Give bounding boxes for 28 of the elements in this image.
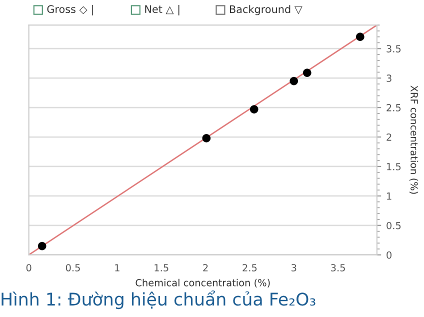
y-tick-label: 2.5 — [386, 104, 401, 112]
text: Background ▽ — [230, 5, 302, 16]
y-tick-label: 2 — [386, 133, 392, 141]
y-tick-label: 0.5 — [386, 222, 401, 230]
y-axis-title: XRF concentration (%) — [409, 86, 418, 194]
text: Hình 1: Đường hiệu chuẩn của Fe₂O₃ — [2, 290, 316, 310]
y-tick-label: 1 — [387, 192, 392, 200]
y-tick-label: 3 — [386, 74, 392, 82]
point — [302, 68, 312, 77]
y-tick-label: 1.5 — [387, 163, 401, 170]
x-tick-label: 1 — [115, 264, 120, 272]
x-tick-label: 1.5 — [154, 264, 168, 272]
point — [356, 32, 364, 41]
y-tick-label: 0 — [386, 251, 392, 259]
text: Gross ◇ | — [47, 4, 93, 16]
x-tick-label: 0 — [26, 264, 32, 272]
y-tick-label: 3.5 — [386, 45, 401, 52]
point — [38, 242, 46, 250]
x-tick-label: 2.5 — [242, 264, 257, 272]
point — [202, 134, 211, 142]
x-tick-label: 3.5 — [331, 264, 345, 272]
x-tick-label: 2 — [203, 264, 208, 272]
x-tick-label: 3 — [292, 264, 296, 272]
x-tick-label: 0.5 — [66, 264, 80, 272]
point — [250, 105, 258, 114]
point — [290, 76, 298, 86]
x-axis-title: Chemical concentration (%) — [136, 278, 270, 288]
text: Net △ | — [145, 4, 180, 16]
